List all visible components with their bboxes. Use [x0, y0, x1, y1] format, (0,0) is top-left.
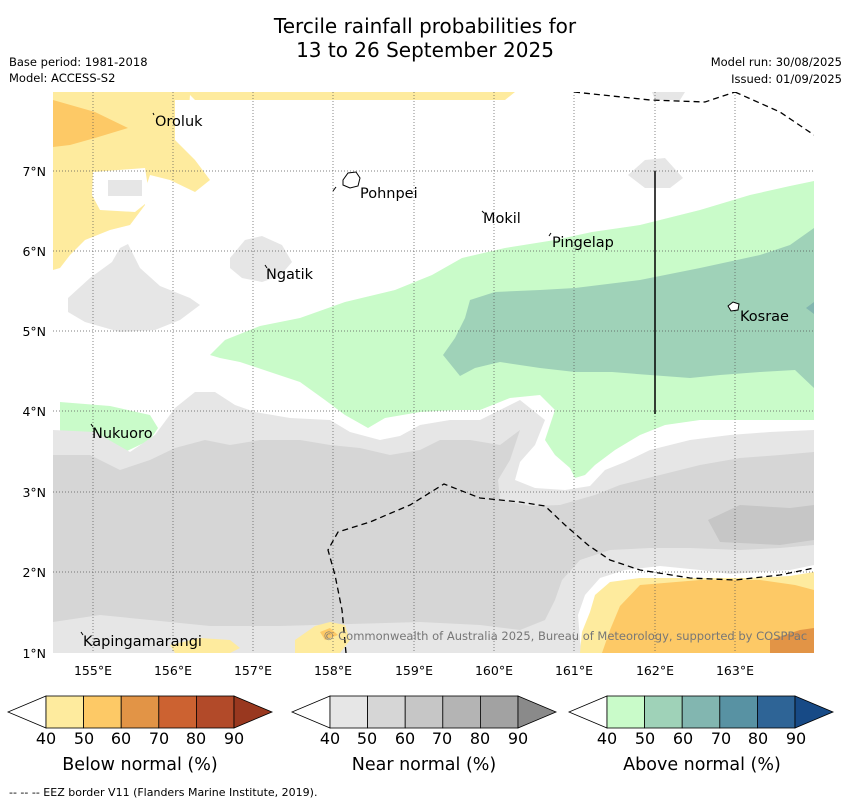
colorbar-tick: 40: [319, 729, 341, 748]
colorbar-below-lower-extend: [6, 695, 47, 729]
colorbar-tick: 90: [507, 729, 529, 748]
colorbar-near-lower-extend: [290, 695, 331, 729]
map-plot: Oroluk Pohnpei Mokil Pingelap Ngatik Kos…: [22, 92, 814, 678]
place-label-pohnpei: Pohnpei: [360, 186, 418, 202]
colorbar-tick: 70: [148, 729, 170, 748]
lat-tick: 5°N: [22, 324, 46, 339]
colorbar-tick: 70: [710, 729, 732, 748]
colorbar-tick: 40: [35, 729, 57, 748]
map-title-line2: 13 to 26 September 2025: [296, 38, 554, 62]
colorbar-tick: 50: [356, 729, 378, 748]
colorbar-tick: 80: [747, 729, 769, 748]
gridlines: [53, 92, 814, 653]
colorbar-tick: 60: [110, 729, 132, 748]
near-normal-field-west: [68, 244, 200, 332]
colorbar-near-swatch: [442, 695, 481, 729]
colorbar-above-swatch: [757, 695, 796, 729]
colorbar-above-label: Above normal (%): [623, 755, 781, 775]
eez-border: [327, 92, 814, 653]
colorbar-below-label: Below normal (%): [62, 755, 218, 775]
colorbar-above-swatch: [681, 695, 721, 729]
colorbar-near-swatch: [367, 695, 406, 729]
colorbar-tick: 50: [73, 729, 95, 748]
place-label-oroluk: Oroluk: [155, 114, 203, 130]
colorbar-tick: 90: [223, 729, 245, 748]
lon-tick: 160°E: [475, 663, 513, 678]
colorbar-near-upper-extend: [517, 695, 558, 729]
colorbar-tick: 70: [431, 729, 453, 748]
place-label-kosrae: Kosrae: [740, 309, 789, 325]
lon-tick: 156°E: [154, 663, 192, 678]
colorbars: [6, 695, 835, 729]
lon-tick: 161°E: [555, 663, 593, 678]
lat-tick: 7°N: [22, 164, 46, 179]
colorbar-tick: 90: [785, 729, 807, 748]
colorbar-above-swatch: [719, 695, 758, 729]
place-label-nukuoro: Nukuoro: [92, 426, 153, 442]
lon-tick: 159°E: [395, 663, 433, 678]
lat-tick: 1°N: [22, 646, 46, 661]
pohnpei-island-outline: [342, 171, 361, 189]
base-period: Base period: 1981-2018: [9, 55, 148, 69]
issued-date: Issued: 01/09/2025: [731, 72, 842, 86]
colorbar-above-swatch: [606, 695, 645, 729]
colorbar-below-upper-extend: [233, 695, 274, 729]
lon-tick: 162°E: [636, 663, 674, 678]
colorbar-tick: 40: [596, 729, 618, 748]
colorbar-tick: 80: [469, 729, 491, 748]
colorbar-tick: 80: [185, 729, 207, 748]
lat-tick: 6°N: [22, 244, 46, 259]
colorbar-near-swatch: [329, 695, 368, 729]
below-normal-field-northwest-50: [53, 100, 128, 147]
lat-tick: 3°N: [22, 485, 46, 500]
map-title-line1: Tercile rainfall probabilities for: [273, 14, 577, 38]
colorbar-below-swatch: [45, 695, 84, 729]
colorbar-tick: 60: [672, 729, 694, 748]
colorbar-near-swatch: [404, 695, 444, 729]
colorbar-near-swatch: [479, 695, 519, 729]
place-label-mokil: Mokil: [483, 211, 521, 227]
colorbar-tick: 60: [394, 729, 416, 748]
colorbar-below-swatch: [120, 695, 160, 729]
lon-tick: 158°E: [314, 663, 352, 678]
colorbar-above-lower-extend: [567, 695, 608, 729]
colorbar-tick: 50: [634, 729, 656, 748]
kosrae-island-outline: [727, 301, 740, 312]
model-run: Model run: 30/08/2025: [710, 55, 842, 69]
colorbar-near-label: Near normal (%): [351, 755, 497, 775]
below-normal-field-northwest: [53, 92, 515, 270]
place-label-ngatik: Ngatik: [266, 267, 314, 283]
colorbar-above-upper-extend: [794, 695, 835, 729]
colorbar-below-swatch: [158, 695, 197, 729]
model-name: Model: ACCESS-S2: [9, 71, 116, 85]
lon-tick: 157°E: [234, 663, 272, 678]
place-label-kapingamarangi: Kapingamarangi: [83, 634, 202, 650]
lat-tick: 2°N: [22, 565, 46, 580]
eez-footnote: -- -- -- EEZ border V11 (Flanders Marine…: [9, 786, 318, 799]
lon-tick: 155°E: [74, 663, 112, 678]
copyright-notice: © Commonwealth of Australia 2025, Bureau…: [323, 629, 807, 643]
lon-tick: 163°E: [716, 663, 754, 678]
above-normal-field-east: [443, 228, 814, 388]
colorbar-above-swatch: [644, 695, 683, 729]
colorbar-below-swatch: [83, 695, 122, 729]
lat-tick: 4°N: [22, 404, 46, 419]
colorbar-below-swatch: [195, 695, 235, 729]
place-label-pingelap: Pingelap: [552, 235, 614, 251]
probability-fields: [53, 92, 814, 653]
